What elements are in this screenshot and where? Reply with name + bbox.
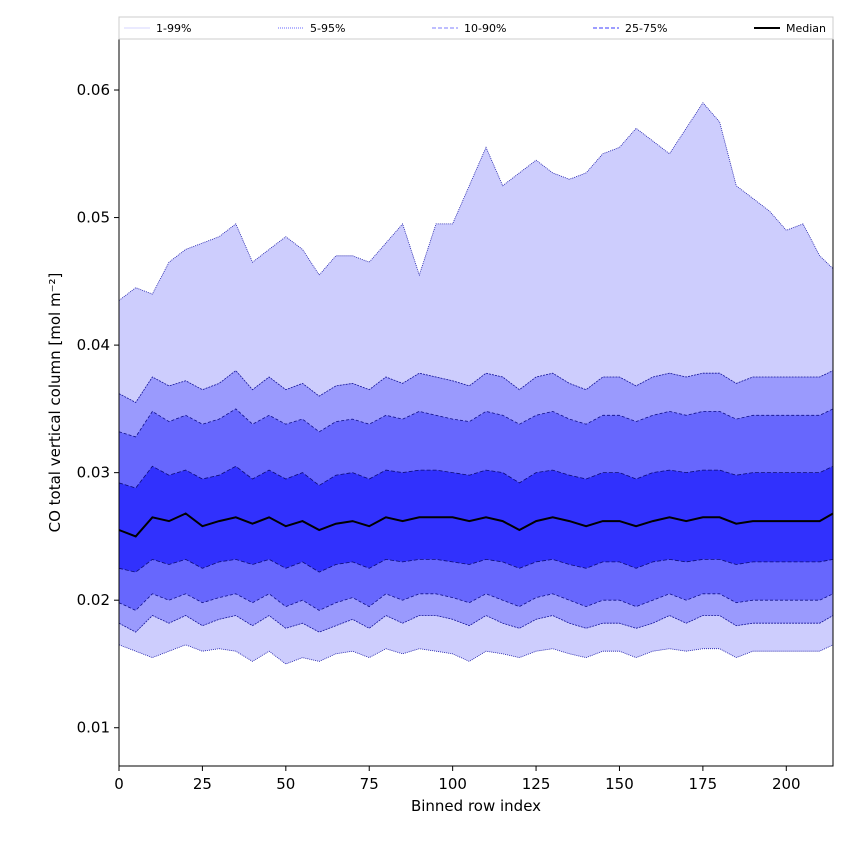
y-tick-label: 0.01 — [77, 719, 110, 737]
x-axis-ticks: 0 25 50 75 100 125 150 175 200 — [114, 766, 801, 793]
y-axis-ticks: 0.01 0.02 0.03 0.04 0.05 0.06 — [77, 81, 119, 737]
x-tick-label: 175 — [689, 775, 718, 793]
band-upper-line-25-75pct — [118, 465, 834, 489]
legend-label: 5-95% — [310, 22, 345, 35]
x-tick-label: 50 — [276, 775, 295, 793]
y-tick-label: 0.05 — [77, 209, 110, 227]
y-tick-label: 0.04 — [77, 336, 110, 354]
band-upper-line-10-90pct — [118, 408, 834, 438]
band-lower-line-1-99pct — [118, 644, 834, 665]
legend-label: Median — [786, 22, 826, 35]
legend-label: 1-99% — [156, 22, 191, 35]
legend: 1-99% 5-95% 10-90% 25-75% Median — [118, 16, 834, 40]
legend-label: 25-75% — [625, 22, 667, 35]
x-tick-label: 150 — [605, 775, 634, 793]
x-tick-label: 100 — [438, 775, 467, 793]
x-tick-label: 125 — [522, 775, 551, 793]
x-tick-label: 0 — [114, 775, 124, 793]
x-tick-label: 25 — [193, 775, 212, 793]
y-axis-label: CO total vertical column [mol m⁻²] — [46, 273, 64, 533]
legend-label: 10-90% — [464, 22, 506, 35]
band-upper-line-5-95pct — [118, 370, 834, 404]
legend-box — [118, 16, 834, 40]
median-line — [118, 512, 834, 538]
x-axis-label: Binned row index — [411, 797, 541, 815]
y-tick-label: 0.03 — [77, 464, 110, 482]
y-tick-label: 0.06 — [77, 81, 110, 99]
x-tick-label: 200 — [772, 775, 801, 793]
x-tick-label: 75 — [360, 775, 379, 793]
band-lower-line-25-75pct — [118, 558, 834, 573]
percentile-bands — [118, 102, 834, 665]
y-tick-label: 0.02 — [77, 591, 110, 609]
median-layer — [118, 512, 834, 538]
